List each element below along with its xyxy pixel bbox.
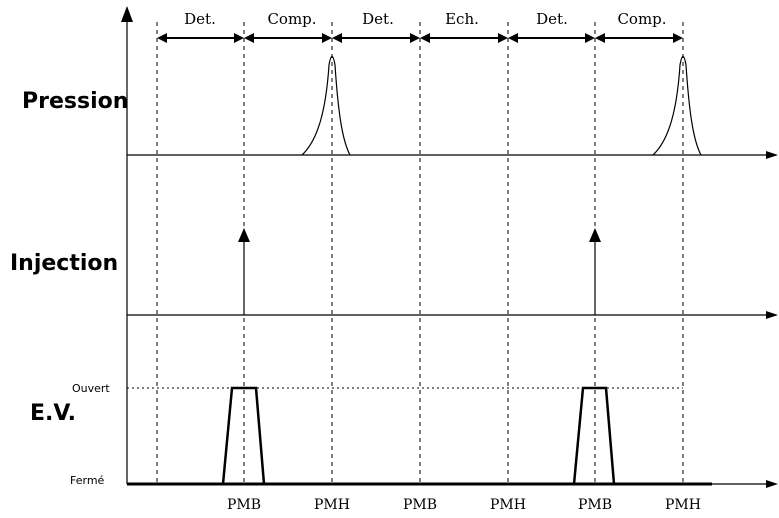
phase-spans [157,33,683,43]
position-label-pmh: PMH [314,497,350,513]
injection-baseline-arrow [766,311,778,319]
position-label-pmh: PMH [490,497,526,513]
position-label-pmb: PMB [578,497,612,513]
pression-baseline-arrow [766,151,778,159]
valve-opening [221,386,266,485]
phase-label-comp: Comp. [617,10,666,28]
phase-label-det: Det. [184,10,216,28]
position-label-pmb: PMB [227,497,261,513]
injection-arrow-head [589,228,601,242]
ev-baseline-arrow [766,480,778,488]
valve-opening [572,386,616,485]
level-label-closed: Fermé [70,474,105,487]
level-label-open: Ouvert [72,382,110,395]
phase-label-ech: Ech. [445,10,479,28]
phase-label-det: Det. [362,10,394,28]
injection-arrow-head [238,228,250,242]
phase-label-comp: Comp. [267,10,316,28]
row-label-pression: Pression [22,89,128,114]
vertical-axis-arrow [121,6,133,22]
phase-label-det: Det. [536,10,568,28]
pressure-peak [301,55,351,156]
position-label-pmh: PMH [665,497,701,513]
position-label-pmb: PMB [403,497,437,513]
row-label-injection: Injection [10,251,118,276]
pressure-peak [652,55,702,156]
row-label-ev: E.V. [30,401,76,426]
